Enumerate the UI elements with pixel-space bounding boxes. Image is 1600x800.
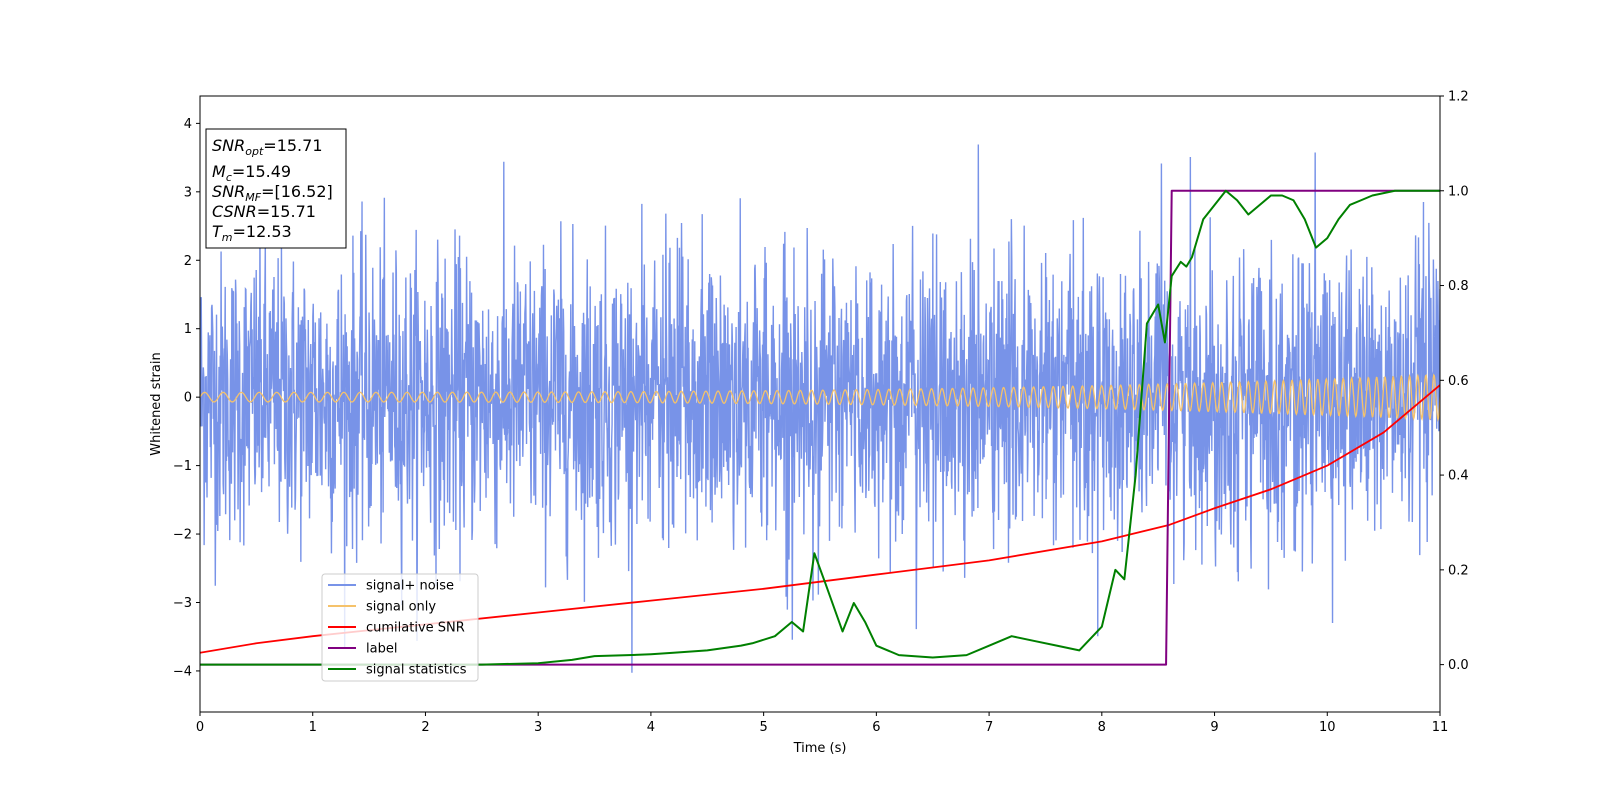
annotation-line: Tm=12.53 <box>212 222 292 244</box>
series-signal-noise <box>200 144 1440 673</box>
y2-tick-label: 0.4 <box>1448 469 1469 484</box>
series-label <box>200 189 1440 666</box>
x-tick-label: 7 <box>985 720 993 735</box>
y2-axis-ticks: 1.2 1.0 0.8 0.6 0.4 0.2 0.0 <box>1440 90 1469 673</box>
annotation-line: SNRopt=15.71 <box>212 136 323 158</box>
y-tick-label: 1 <box>184 322 192 337</box>
legend-label: cumilative SNR <box>366 621 465 636</box>
signal-only-layer <box>200 373 1440 422</box>
x-axis-ticks: 0 1 2 3 4 5 6 7 8 9 10 11 <box>196 712 1448 735</box>
y2-tick-label: 0.0 <box>1448 658 1469 673</box>
series-signal-statistics <box>200 189 1440 666</box>
y2-tick-label: 1.0 <box>1448 184 1469 199</box>
x-tick-label: 8 <box>1098 720 1106 735</box>
x-axis-label: Time (s) <box>793 741 847 756</box>
label-layer <box>200 189 1440 666</box>
x-tick-label: 6 <box>872 720 880 735</box>
x-tick-label: 1 <box>309 720 317 735</box>
legend-label: signal statistics <box>366 663 467 678</box>
x-tick-label: 9 <box>1210 720 1218 735</box>
y-tick-label: 3 <box>184 185 192 200</box>
y2-tick-label: 0.6 <box>1448 374 1469 389</box>
legend-label: label <box>366 642 397 657</box>
y-axis-ticks: 4 3 2 1 0 −1 −2 −3 −4 <box>173 117 200 679</box>
legend-label: signal+ noise <box>366 579 454 594</box>
x-tick-label: 4 <box>647 720 655 735</box>
x-tick-label: 3 <box>534 720 542 735</box>
annotation-box: SNRopt=15.71 Mc=15.49SNRMF=[16.52]CSNR=15… <box>205 128 347 249</box>
annotation-frame <box>205 128 347 249</box>
legend: signal+ noise signal only cumilative SNR la… <box>321 573 479 682</box>
y-tick-label: −1 <box>173 459 192 474</box>
y-axis-label: Whitened strain <box>149 352 164 455</box>
plot-frame <box>199 95 1441 713</box>
x-tick-label: 2 <box>421 720 429 735</box>
annotation-line: Mc=15.49 <box>212 162 291 184</box>
legend-label: signal only <box>366 600 436 615</box>
annotation-line: CSNR=15.71 <box>212 202 316 221</box>
y-tick-label: 0 <box>184 391 192 406</box>
y-tick-label: 4 <box>184 117 192 132</box>
x-tick-label: 10 <box>1319 720 1336 735</box>
y-tick-label: 2 <box>184 254 192 269</box>
signal-noise-layer <box>200 144 1440 673</box>
x-tick-label: 0 <box>196 720 204 735</box>
x-tick-label: 11 <box>1432 720 1449 735</box>
y2-tick-label: 0.2 <box>1448 563 1469 578</box>
y-tick-label: −2 <box>173 528 192 543</box>
annotation-line: SNRMF=[16.52] <box>212 182 333 204</box>
x-tick-label: 5 <box>759 720 767 735</box>
y2-tick-label: 1.2 <box>1448 90 1469 105</box>
y2-tick-label: 0.8 <box>1448 279 1469 294</box>
series-signal-only <box>200 373 1440 422</box>
y-tick-label: −4 <box>173 664 192 679</box>
signal-statistics-layer <box>200 189 1440 666</box>
legend-frame <box>321 573 479 682</box>
y-tick-label: −3 <box>173 596 192 611</box>
